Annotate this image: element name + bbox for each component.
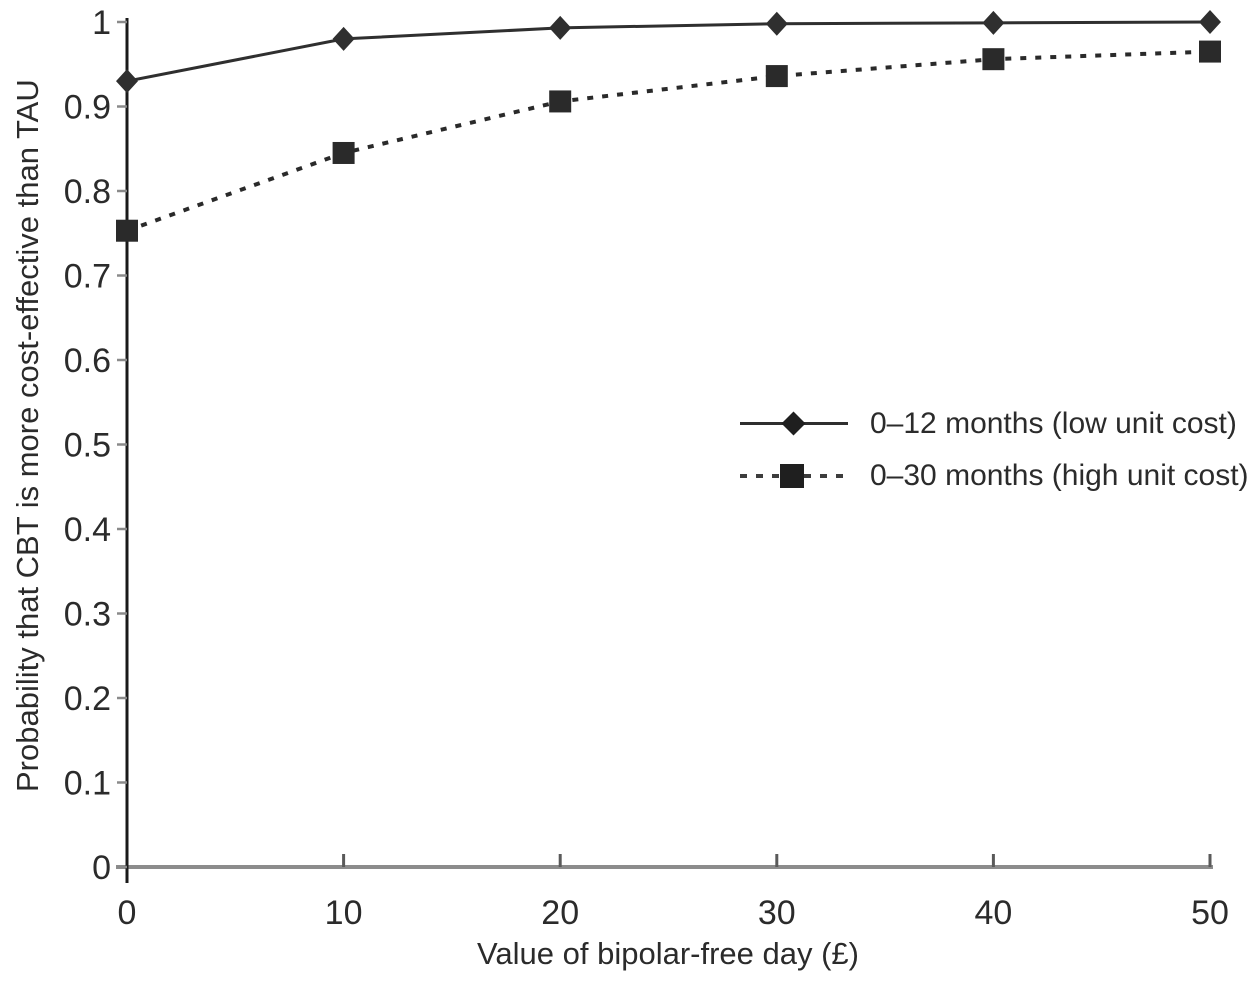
y-tick-label: 0.2 [64,680,111,718]
x-tick-label: 30 [758,894,796,932]
legend-label: 0–12 months (low unit cost) [870,407,1237,440]
y-tick-label: 0.1 [64,765,111,803]
y-axis-title: Probability that CBT is more cost-effect… [10,79,45,792]
legend-item-low-unit-cost: 0–12 months (low unit cost) [740,398,1249,450]
y-tick-label: 0.8 [64,173,111,211]
legend-label: 0–30 months (high unit cost) [870,459,1249,492]
y-tick-label: 0.6 [64,342,111,380]
legend-sample-solid [740,409,848,439]
y-tick-label: 0.7 [64,258,111,296]
data-point-square [765,65,788,88]
data-point-diamond [549,15,572,40]
data-point-diamond [982,10,1005,35]
x-tick-label: 20 [541,894,579,932]
data-point-square [116,219,138,242]
series-line-0 [126,20,1211,83]
x-tick-label: 50 [1191,894,1229,932]
y-tick-label: 0.4 [64,511,111,549]
y-tick-label: 0.3 [64,596,111,634]
data-point-diamond [1199,10,1221,34]
square-marker-icon [780,464,804,488]
legend-item-high-unit-cost: 0–30 months (high unit cost) [740,450,1249,502]
x-axis-title: Value of bipolar-free day (£) [477,936,859,971]
y-tick-label: 1 [92,4,111,42]
data-point-square [332,141,355,164]
data-point-square [982,48,1005,71]
series-line-1 [126,49,1211,233]
x-tick-label: 0 [118,894,137,932]
data-point-diamond [116,69,138,94]
x-tick-label: 10 [325,894,363,932]
data-point-square [549,90,572,113]
data-point-diamond [765,11,788,36]
data-point-diamond [332,26,355,51]
legend: 0–12 months (low unit cost) 0–30 months … [740,398,1249,502]
x-tick-label: 40 [974,894,1012,932]
diamond-marker-icon [781,411,806,436]
y-tick-label: 0.5 [64,427,111,465]
y-tick-label: 0 [92,849,111,887]
data-point-square [1199,40,1221,63]
legend-sample-dashed [740,461,848,491]
y-tick-label: 0.9 [64,89,111,127]
